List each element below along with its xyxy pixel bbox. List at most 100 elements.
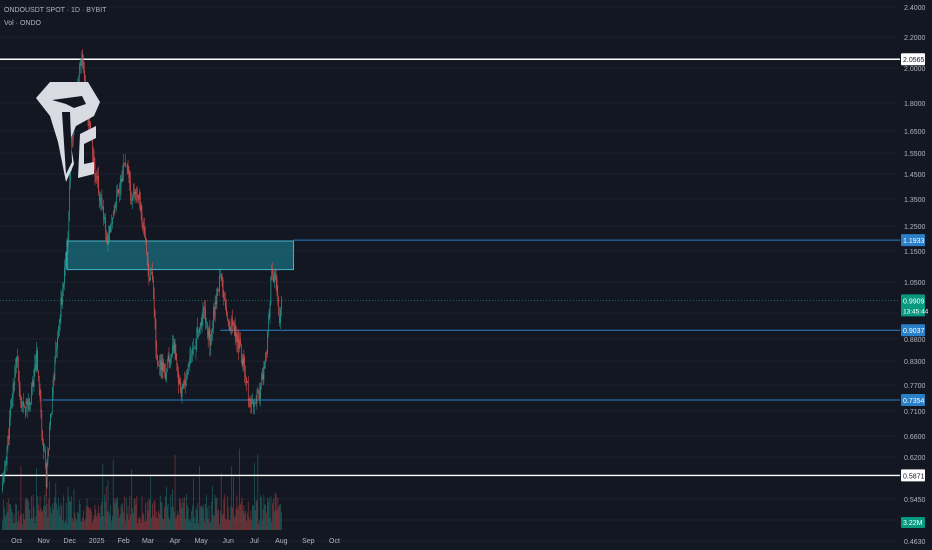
candle-body [153, 294, 155, 312]
candle-body [271, 268, 273, 277]
volume-bar [71, 496, 72, 530]
candle-body [261, 379, 262, 387]
candle-body [217, 288, 219, 290]
candle-body [120, 178, 122, 185]
volume-bar [47, 517, 49, 530]
candle-body [99, 198, 101, 202]
volume-bar [239, 448, 240, 530]
volume-bar [177, 510, 179, 530]
candle-body [112, 218, 113, 225]
volume-bar [246, 520, 247, 530]
candle-body [24, 407, 26, 413]
volume-bar [62, 520, 64, 530]
candle-body [34, 364, 36, 370]
candle-body [254, 402, 256, 404]
candle-body [48, 448, 50, 450]
candle-body [47, 448, 49, 463]
candle-body [88, 116, 90, 127]
volume-bar [82, 517, 84, 530]
volume-bar [213, 515, 215, 530]
volume-bar [212, 515, 214, 530]
candle-body [110, 224, 111, 233]
volume-bar [243, 504, 245, 530]
volume-bar [259, 519, 260, 530]
volume-bar [147, 511, 149, 530]
candle-body [253, 401, 254, 407]
volume-bar [183, 502, 185, 530]
volume-bar [141, 495, 143, 530]
volume-bar [156, 511, 158, 530]
volume-bar [236, 495, 238, 530]
candle-body [261, 374, 263, 380]
volume-bar [104, 494, 105, 530]
volume-bar [9, 503, 10, 530]
volume-bar [253, 462, 255, 530]
candle-body [93, 156, 95, 164]
candle-body [72, 127, 74, 139]
volume-bar [273, 511, 275, 530]
volume-bar [196, 510, 198, 530]
volume-bar [37, 495, 38, 530]
candle-body [236, 337, 238, 343]
candle-body [223, 297, 225, 301]
candle-body [159, 365, 160, 367]
volume-bar [44, 495, 45, 530]
volume-bar [260, 497, 262, 530]
volume-bar [85, 506, 87, 530]
volume-bar [229, 519, 231, 530]
current-price-tag [901, 294, 925, 317]
volume-bar [194, 522, 196, 530]
volume-bar [99, 516, 101, 530]
candle-body [212, 328, 213, 332]
volume-bar [153, 500, 155, 530]
volume-bar [224, 494, 226, 530]
volume-bar [179, 499, 181, 530]
volume-bar [72, 521, 74, 530]
candle-body [50, 414, 51, 426]
candle-body [33, 369, 35, 387]
candle-body [161, 362, 163, 371]
volume-bar [219, 511, 221, 530]
volume-bar [198, 523, 199, 530]
y-tick-label: 1.2500 [904, 224, 926, 231]
candle-body [206, 321, 207, 324]
volume-bar [25, 497, 27, 530]
candle-body [247, 381, 248, 383]
candle-body [181, 388, 183, 397]
volume-bar [13, 513, 15, 530]
volume-bar [258, 523, 260, 530]
candle-body [58, 321, 60, 327]
volume-bar [28, 501, 30, 530]
volume-title: Vol · ONDO [4, 20, 41, 27]
volume-bar [251, 520, 253, 530]
volume-bar [245, 510, 247, 530]
volume-bar [222, 513, 224, 530]
volume-bar [121, 506, 123, 530]
volume-tag-label: 3.22M [903, 520, 923, 527]
volume-bar [88, 507, 90, 530]
candle-body [7, 435, 9, 452]
candle-body [80, 63, 82, 66]
volume-bar [195, 507, 197, 530]
candle-body [214, 301, 216, 317]
candle-body [240, 344, 242, 361]
candle-body [95, 175, 97, 180]
candle-body [276, 280, 278, 293]
candle-body [201, 316, 203, 326]
volume-bar [267, 501, 269, 530]
volume-bar [176, 515, 178, 530]
volume-bar [206, 495, 207, 530]
x-tick-label: Sep [302, 538, 315, 545]
candle-body [234, 325, 236, 336]
volume-bar [44, 506, 46, 530]
candle-body [122, 171, 124, 182]
candle-body [183, 380, 185, 385]
volume-bar [50, 513, 52, 530]
volume-bar [165, 496, 166, 530]
candle-body [51, 395, 53, 413]
candle-body [193, 348, 194, 350]
volume-bar [120, 504, 122, 530]
volume-bar [265, 505, 267, 530]
candle-body [274, 272, 275, 283]
